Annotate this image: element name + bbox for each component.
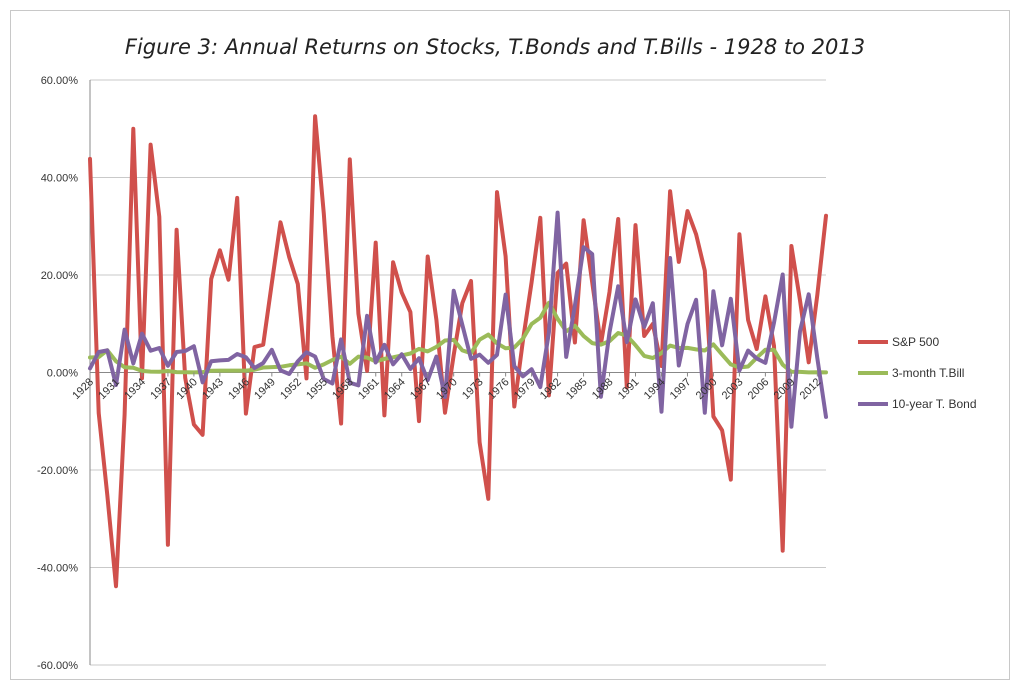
legend: S&P 500 3-month T.Bill 10-year T. Bond [858,335,977,411]
y-tick-label: -20.00% [37,465,78,477]
series-line-10-year-t-bond [88,210,828,429]
y-tick-label: 40.00% [41,173,79,185]
y-tick-label: -60.00% [37,660,78,672]
series-lines [88,114,828,589]
legend-label: 3-month T.Bill [892,366,964,380]
y-tick-label: 20.00% [41,270,79,282]
legend-label: S&P 500 [892,335,939,349]
legend-label: 10-year T. Bond [892,397,977,411]
x-tick-label: 1952 [278,376,304,402]
x-tick-label: 1988 [590,376,616,402]
x-tick-label: 1928 [70,376,96,402]
chart-title: Figure 3: Annual Returns on Stocks, T.Bo… [125,35,865,59]
x-tick-label: 2006 [746,376,772,402]
series-line-s-p-500 [88,114,828,589]
gridlines [90,79,826,666]
series-line-3-month-t-bill [88,300,828,375]
y-tick-label: 0.00% [47,368,78,380]
x-tick-label: 1985 [564,376,590,402]
x-tick-label: 1991 [616,376,642,402]
y-tick-label: 60.00% [41,75,79,87]
x-tick-label: 1949 [252,376,278,402]
y-tick-label: -40.00% [37,563,78,575]
x-tick-label: 1997 [668,376,694,402]
y-axis-ticks: 60.00% 40.00% 20.00% 0.00% -20.00% -40.00% -60… [37,75,78,672]
x-tick-label: 1973 [460,376,486,402]
